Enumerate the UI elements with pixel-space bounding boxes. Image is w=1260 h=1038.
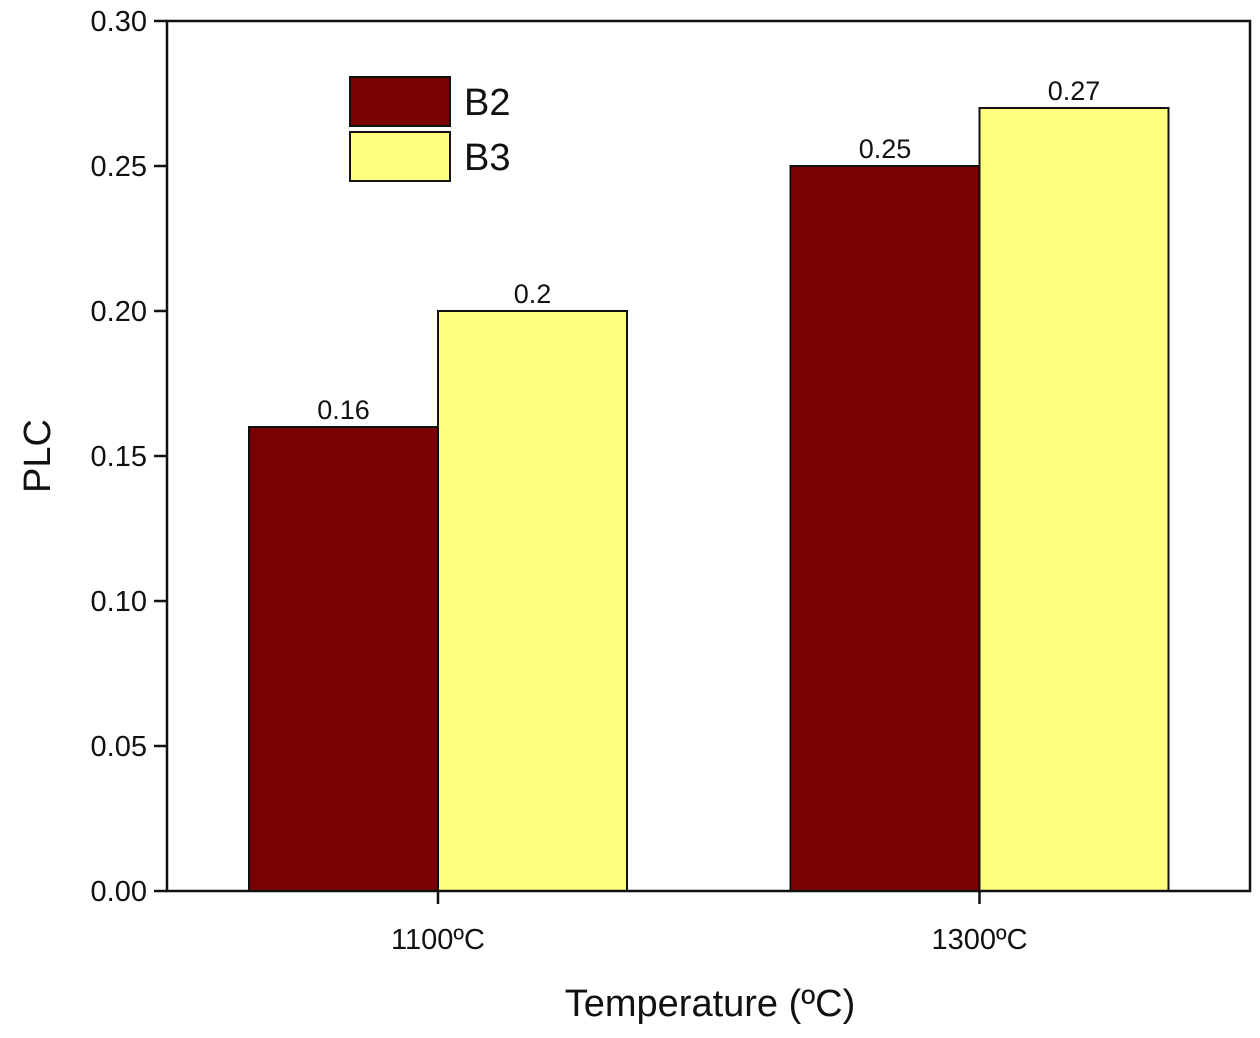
y-tick-label: 0.10: [91, 586, 147, 618]
y-tick-label: 0.00: [91, 876, 147, 908]
x-tick-label: 1100ºC: [391, 924, 485, 956]
data-label-b2-2: 0.25: [859, 134, 912, 164]
bar-b3-1: [437, 310, 628, 892]
data-label-b2-1: 0.16: [317, 395, 370, 425]
x-axis-title: Temperature (ºC): [565, 983, 856, 1025]
legend-swatch-b2: [349, 76, 451, 127]
bar-b3-2: [978, 107, 1170, 892]
y-axis-title: PLC: [17, 419, 59, 493]
y-tick-label: 0.25: [91, 151, 147, 183]
data-labels-group: 0.16 0.2 0.25 0.27: [317, 76, 1100, 425]
legend-swatch-b3: [349, 131, 451, 182]
data-label-b3-2: 0.27: [1048, 76, 1101, 106]
x-tick-label: 1300ºC: [931, 924, 1027, 956]
y-tick-label: 0.15: [91, 441, 147, 473]
y-tick-label: 0.20: [91, 296, 147, 328]
legend-label-b2: B2: [464, 82, 510, 124]
y-tick-label: 0.30: [91, 6, 147, 38]
data-label-b3-1: 0.2: [514, 279, 552, 309]
x-axis-ticks: 1100ºC 1300ºC: [391, 891, 1028, 956]
bar-b2-2: [789, 165, 981, 892]
y-tick-label: 0.05: [91, 731, 147, 763]
legend-label-b3: B3: [464, 137, 510, 179]
bar-b2-1: [248, 426, 439, 892]
bars-group: [248, 107, 1170, 892]
y-axis-ticks: 0.00 0.05 0.10 0.15 0.20 0.25 0.30: [91, 6, 167, 908]
